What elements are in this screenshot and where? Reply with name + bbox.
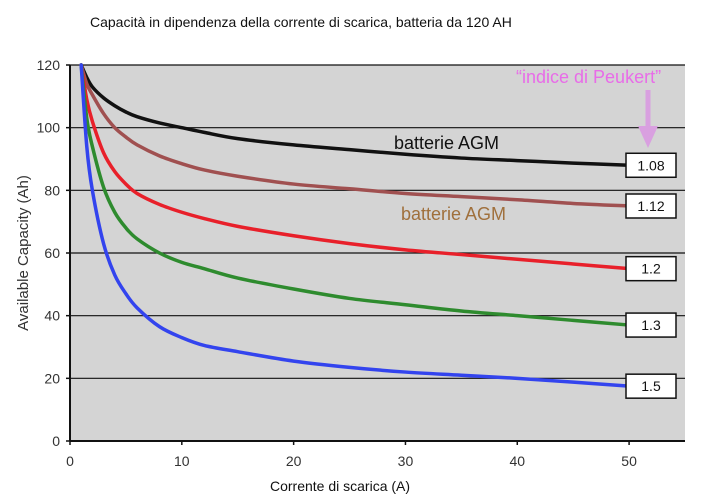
y-tick-label: 0 <box>52 433 60 449</box>
ticks: 0 20 40 60 80 100 120 0 10 20 30 40 50 <box>37 57 637 469</box>
series-label-box <box>625 312 677 338</box>
x-tick-label: 30 <box>398 453 414 469</box>
series-label-box <box>625 152 677 179</box>
series-label-text: 1.2 <box>641 261 661 277</box>
y-tick-label: 80 <box>44 182 60 198</box>
y-tick-label: 120 <box>37 57 61 73</box>
y-tick-label: 40 <box>44 308 60 324</box>
grid-lines <box>70 64 685 379</box>
chart-title: Capacità in dipendenza della corrente di… <box>90 14 512 30</box>
x-axis-label: Corrente di scarica (A) <box>270 478 411 494</box>
series-label-1-5: 1.5 <box>625 373 677 399</box>
series-line-1-08 <box>79 63 631 168</box>
annotation-agm-black: batterie AGM <box>394 133 499 153</box>
series-label-text: 1.3 <box>641 317 661 333</box>
series-label-1-12: 1.12 <box>625 193 677 219</box>
x-tick-label: 0 <box>66 453 74 469</box>
series-line-1-2 <box>79 63 631 271</box>
series-lines <box>79 63 631 388</box>
series-label-box <box>625 255 677 282</box>
y-tick-label: 60 <box>44 245 60 261</box>
x-tick-label: 20 <box>286 453 302 469</box>
series-label-1-3: 1.3 <box>625 312 677 338</box>
x-tick-label: 40 <box>509 453 525 469</box>
y-tick-label: 20 <box>44 370 60 386</box>
x-tick-label: 50 <box>621 453 637 469</box>
peukert-arrow-head <box>638 126 658 148</box>
series-line-1-3 <box>79 63 631 327</box>
series-label-text: 1.5 <box>641 378 661 394</box>
series-label-text: 1.08 <box>637 157 664 173</box>
y-tick-label: 100 <box>37 120 61 136</box>
series-line-1-5 <box>79 63 631 388</box>
annotation-peukert: “indice di Peukert” <box>516 67 661 87</box>
y-axis-label: Available Capacity (Ah) <box>15 175 32 331</box>
annotation-agm-brown: batterie AGM <box>401 204 506 224</box>
series-label-text: 1.12 <box>637 198 664 214</box>
series-label-1-2: 1.2 <box>625 255 677 282</box>
x-tick-label: 10 <box>174 453 190 469</box>
series-label-box <box>625 373 677 399</box>
series-label-1-08: 1.08 <box>625 152 677 179</box>
series-labels: 1.08 1.12 1.2 1.3 1.5 <box>625 152 677 399</box>
series-label-box <box>625 193 677 219</box>
series-line-1-12 <box>79 63 631 208</box>
annotations: batterie AGM batterie AGM “indice di Peuke… <box>394 67 661 224</box>
